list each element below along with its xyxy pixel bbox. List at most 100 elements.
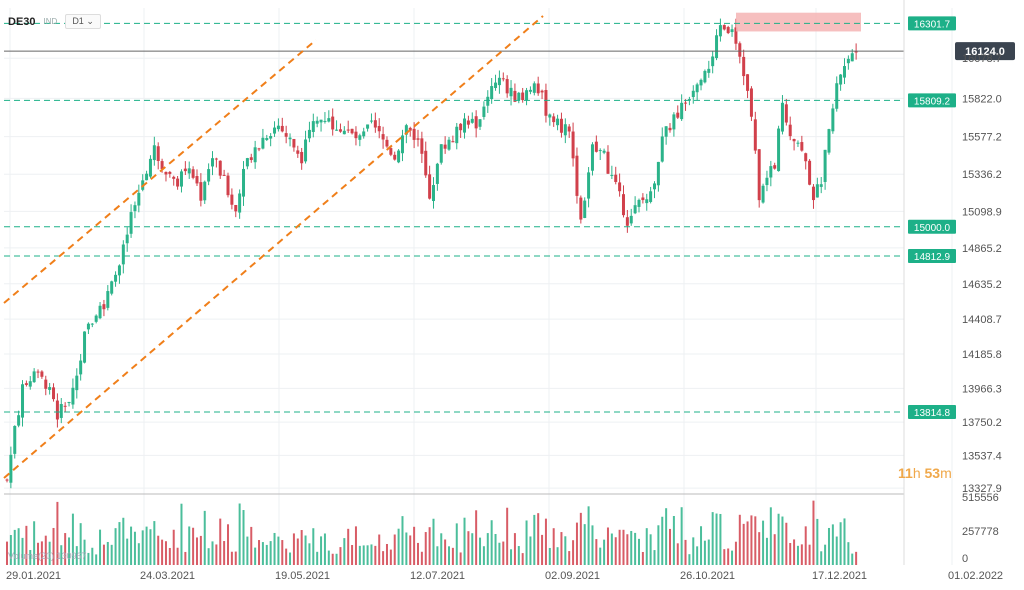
volume-bar bbox=[742, 523, 745, 565]
volume-bar bbox=[800, 544, 803, 565]
candle-body bbox=[296, 150, 300, 154]
volume-bar bbox=[696, 546, 699, 565]
volume-bar bbox=[455, 523, 458, 565]
volume-bar bbox=[285, 548, 288, 565]
volume-bar bbox=[622, 529, 625, 565]
candle-body bbox=[703, 70, 707, 83]
volume-bar bbox=[273, 532, 276, 565]
candle-body bbox=[451, 141, 455, 143]
timeframe-select[interactable]: D1 ⌄ bbox=[65, 14, 101, 29]
volume-bar bbox=[727, 548, 730, 565]
volume-bar bbox=[99, 529, 102, 565]
candle-body bbox=[269, 136, 273, 139]
volume-bar bbox=[606, 527, 609, 565]
candle-body bbox=[195, 176, 199, 184]
candle-body bbox=[513, 90, 517, 102]
candle-body bbox=[656, 161, 660, 186]
volume-bar bbox=[153, 521, 156, 565]
candle-body bbox=[416, 138, 420, 140]
volume-bar bbox=[130, 526, 133, 565]
volume-bar bbox=[397, 528, 400, 565]
candle-body bbox=[823, 149, 827, 182]
candle-body bbox=[614, 174, 618, 182]
date-tick-label: 02.09.2021 bbox=[545, 570, 600, 582]
candle-countdown: 11h 53m bbox=[898, 465, 952, 481]
volume-bar bbox=[680, 507, 683, 565]
indicator-label[interactable]: IND bbox=[43, 17, 58, 26]
volume-bar bbox=[424, 532, 427, 565]
candle-body bbox=[804, 153, 808, 162]
date-tick-label: 29.01.2021 bbox=[6, 570, 61, 582]
volume-bar bbox=[781, 516, 784, 565]
candle-body bbox=[79, 360, 83, 375]
candle-body bbox=[769, 166, 773, 178]
volume-bar bbox=[91, 547, 94, 565]
volume-bar bbox=[168, 547, 171, 565]
volume-bar bbox=[312, 528, 315, 565]
volume-bar bbox=[327, 550, 330, 565]
candle-body bbox=[691, 90, 695, 98]
volume-bar bbox=[548, 547, 551, 565]
candle-body bbox=[846, 58, 850, 64]
candle-body bbox=[168, 171, 172, 174]
volume-bar bbox=[296, 538, 299, 565]
volume-bar bbox=[839, 522, 842, 565]
candle-body bbox=[59, 404, 63, 418]
volume-bar bbox=[564, 536, 567, 565]
volume-bar bbox=[502, 541, 505, 565]
volume-bar bbox=[657, 525, 660, 565]
candle-body bbox=[179, 171, 183, 187]
volume-bar bbox=[137, 543, 140, 565]
volume-bar bbox=[552, 528, 555, 565]
candle-body bbox=[831, 108, 835, 132]
candle-body bbox=[5, 479, 9, 481]
volume-bar bbox=[87, 552, 90, 565]
price-tick-label: 15822.0 bbox=[962, 93, 1002, 105]
candle-body bbox=[579, 197, 583, 220]
volume-bar bbox=[60, 545, 63, 565]
volume-bar bbox=[738, 514, 741, 565]
volume-bar bbox=[339, 547, 342, 565]
candle-body bbox=[637, 199, 641, 207]
countdown-hours: 11 bbox=[898, 465, 913, 481]
volume-bar bbox=[176, 547, 179, 565]
volume-bar bbox=[444, 539, 447, 565]
volume-tick-label: 0 bbox=[962, 553, 968, 565]
candle-body bbox=[583, 200, 587, 218]
candle-body bbox=[695, 84, 699, 93]
timeframe-label: D1 bbox=[72, 16, 84, 26]
volume-tick-label: 515556 bbox=[962, 492, 999, 504]
volume-bar bbox=[71, 513, 74, 565]
candle-body bbox=[684, 102, 688, 104]
candle-body bbox=[777, 128, 781, 172]
candle-body bbox=[98, 305, 102, 319]
volume-bar bbox=[762, 520, 765, 565]
price-tick-label: 13537.4 bbox=[962, 450, 1002, 462]
candle-body bbox=[160, 161, 164, 170]
candle-body bbox=[362, 131, 366, 137]
volume-bar bbox=[149, 529, 152, 565]
volume-bar bbox=[172, 529, 175, 565]
volume-bar bbox=[133, 531, 136, 565]
candle-body bbox=[474, 116, 478, 129]
candle-body bbox=[346, 129, 350, 131]
chevron-down-icon: ⌄ bbox=[86, 16, 94, 26]
volume-bar bbox=[700, 526, 703, 565]
candle-body bbox=[117, 265, 121, 276]
symbol-label[interactable]: DE30 bbox=[8, 15, 36, 28]
candle-body bbox=[463, 118, 467, 133]
candle-body bbox=[439, 144, 443, 163]
candle-body bbox=[48, 387, 52, 390]
candle-body bbox=[319, 119, 323, 123]
volume-bar bbox=[351, 545, 354, 565]
candle-body bbox=[532, 83, 536, 93]
volume-bar bbox=[796, 545, 799, 565]
candle-body bbox=[191, 169, 195, 178]
volume-bar bbox=[17, 528, 20, 565]
candle-body bbox=[315, 120, 319, 124]
level-tag bbox=[908, 249, 956, 264]
volume-bar bbox=[320, 536, 323, 565]
volume-bar bbox=[692, 537, 695, 565]
volume-bar bbox=[29, 549, 32, 565]
